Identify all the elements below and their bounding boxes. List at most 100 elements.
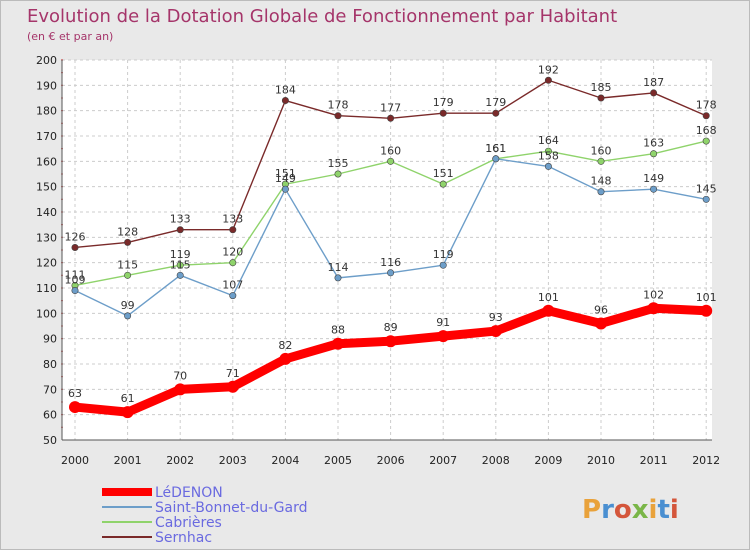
y-tick-label: 50 — [43, 434, 57, 447]
data-label: 177 — [380, 101, 401, 114]
legend-label: Saint-Bonnet-du-Gard — [155, 500, 308, 516]
data-label: 126 — [65, 230, 86, 243]
x-tick-label: 2005 — [324, 454, 352, 467]
data-point — [702, 112, 710, 120]
y-tick-label: 100 — [36, 307, 57, 320]
data-label: 115 — [170, 258, 191, 271]
data-label: 88 — [331, 324, 345, 337]
data-label: 120 — [222, 246, 243, 259]
data-point — [71, 287, 79, 295]
data-point — [226, 380, 239, 393]
x-tick-label: 2012 — [692, 454, 720, 467]
data-label: 102 — [643, 288, 664, 301]
data-label: 164 — [538, 134, 559, 147]
data-point — [334, 112, 342, 120]
data-label: 115 — [117, 258, 138, 271]
data-point — [387, 157, 395, 165]
data-label: 192 — [538, 63, 559, 76]
chart-subtitle: (en € et par an) — [27, 30, 113, 43]
legend: LéDENONSaint-Bonnet-du-GardCabrièresSern… — [102, 485, 308, 546]
data-label: 70 — [173, 369, 187, 382]
x-tick-label: 2000 — [61, 454, 89, 467]
data-label: 101 — [696, 291, 717, 304]
data-label: 96 — [594, 303, 608, 316]
data-point — [439, 109, 447, 117]
data-label: 109 — [65, 274, 86, 287]
data-point — [384, 335, 397, 348]
data-point — [544, 76, 552, 84]
y-tick-label: 80 — [43, 358, 57, 371]
y-tick-label: 140 — [36, 206, 57, 219]
data-label: 61 — [121, 392, 135, 405]
data-label: 179 — [433, 96, 454, 109]
data-point — [700, 304, 713, 317]
logo-text: Proxiti — [582, 495, 679, 525]
y-tick-label: 70 — [43, 383, 57, 396]
data-label: 178 — [328, 99, 349, 112]
data-label: 111 — [65, 268, 86, 281]
y-tick-label: 190 — [36, 79, 57, 92]
y-tick-label: 60 — [43, 409, 57, 422]
data-point — [437, 330, 450, 343]
data-point — [650, 89, 658, 97]
y-tick-label: 150 — [36, 181, 57, 194]
data-point — [332, 337, 344, 350]
data-point — [597, 94, 605, 102]
data-label: 116 — [380, 256, 401, 269]
data-point — [492, 155, 500, 163]
data-point — [229, 226, 237, 234]
data-point — [387, 269, 395, 277]
x-tick-label: 2001 — [114, 454, 142, 467]
x-tick-label: 2006 — [377, 454, 405, 467]
data-point — [439, 180, 447, 188]
data-point — [124, 312, 132, 320]
data-point — [124, 271, 132, 279]
x-tick-label: 2007 — [429, 454, 457, 467]
data-point — [281, 97, 289, 105]
x-tick-label: 2003 — [219, 454, 247, 467]
y-tick-label: 180 — [36, 105, 57, 118]
data-point — [702, 137, 710, 145]
legend-label: Sernhac — [155, 530, 212, 546]
data-label: 168 — [696, 124, 717, 137]
data-point — [121, 406, 134, 419]
data-label: 119 — [433, 248, 454, 261]
data-label: 101 — [538, 291, 559, 304]
y-tick-label: 130 — [36, 231, 57, 244]
data-label: 91 — [436, 316, 450, 329]
data-point — [702, 195, 710, 203]
data-label: 151 — [275, 167, 296, 180]
y-tick-label: 200 — [36, 54, 57, 67]
legend-label: Cabrières — [155, 515, 222, 531]
data-point — [124, 238, 132, 246]
data-label: 179 — [485, 96, 506, 109]
x-tick-label: 2002 — [166, 454, 194, 467]
x-tick-label: 2009 — [534, 454, 562, 467]
data-label: 178 — [696, 99, 717, 112]
data-label: 89 — [384, 321, 398, 334]
data-point — [176, 226, 184, 234]
data-label: 160 — [591, 144, 612, 157]
plot-background — [62, 60, 712, 440]
data-label: 93 — [489, 311, 503, 324]
x-tick-label: 2010 — [587, 454, 615, 467]
data-label: 163 — [643, 137, 664, 150]
data-point — [71, 243, 79, 251]
data-point — [174, 383, 187, 396]
data-label: 71 — [226, 367, 240, 380]
data-label: 184 — [275, 84, 296, 97]
y-tick-label: 120 — [36, 257, 57, 270]
data-point — [281, 185, 289, 193]
data-point — [279, 352, 292, 365]
data-point — [650, 185, 658, 193]
data-label: 99 — [121, 299, 135, 312]
data-point — [650, 150, 658, 158]
x-tick-label: 2011 — [640, 454, 668, 467]
data-label: 161 — [485, 142, 506, 155]
data-point — [334, 274, 342, 282]
x-tick-label: 2008 — [482, 454, 510, 467]
data-point — [544, 147, 552, 155]
data-point — [229, 259, 237, 267]
proxiti-logo: Proxiti — [582, 495, 679, 525]
